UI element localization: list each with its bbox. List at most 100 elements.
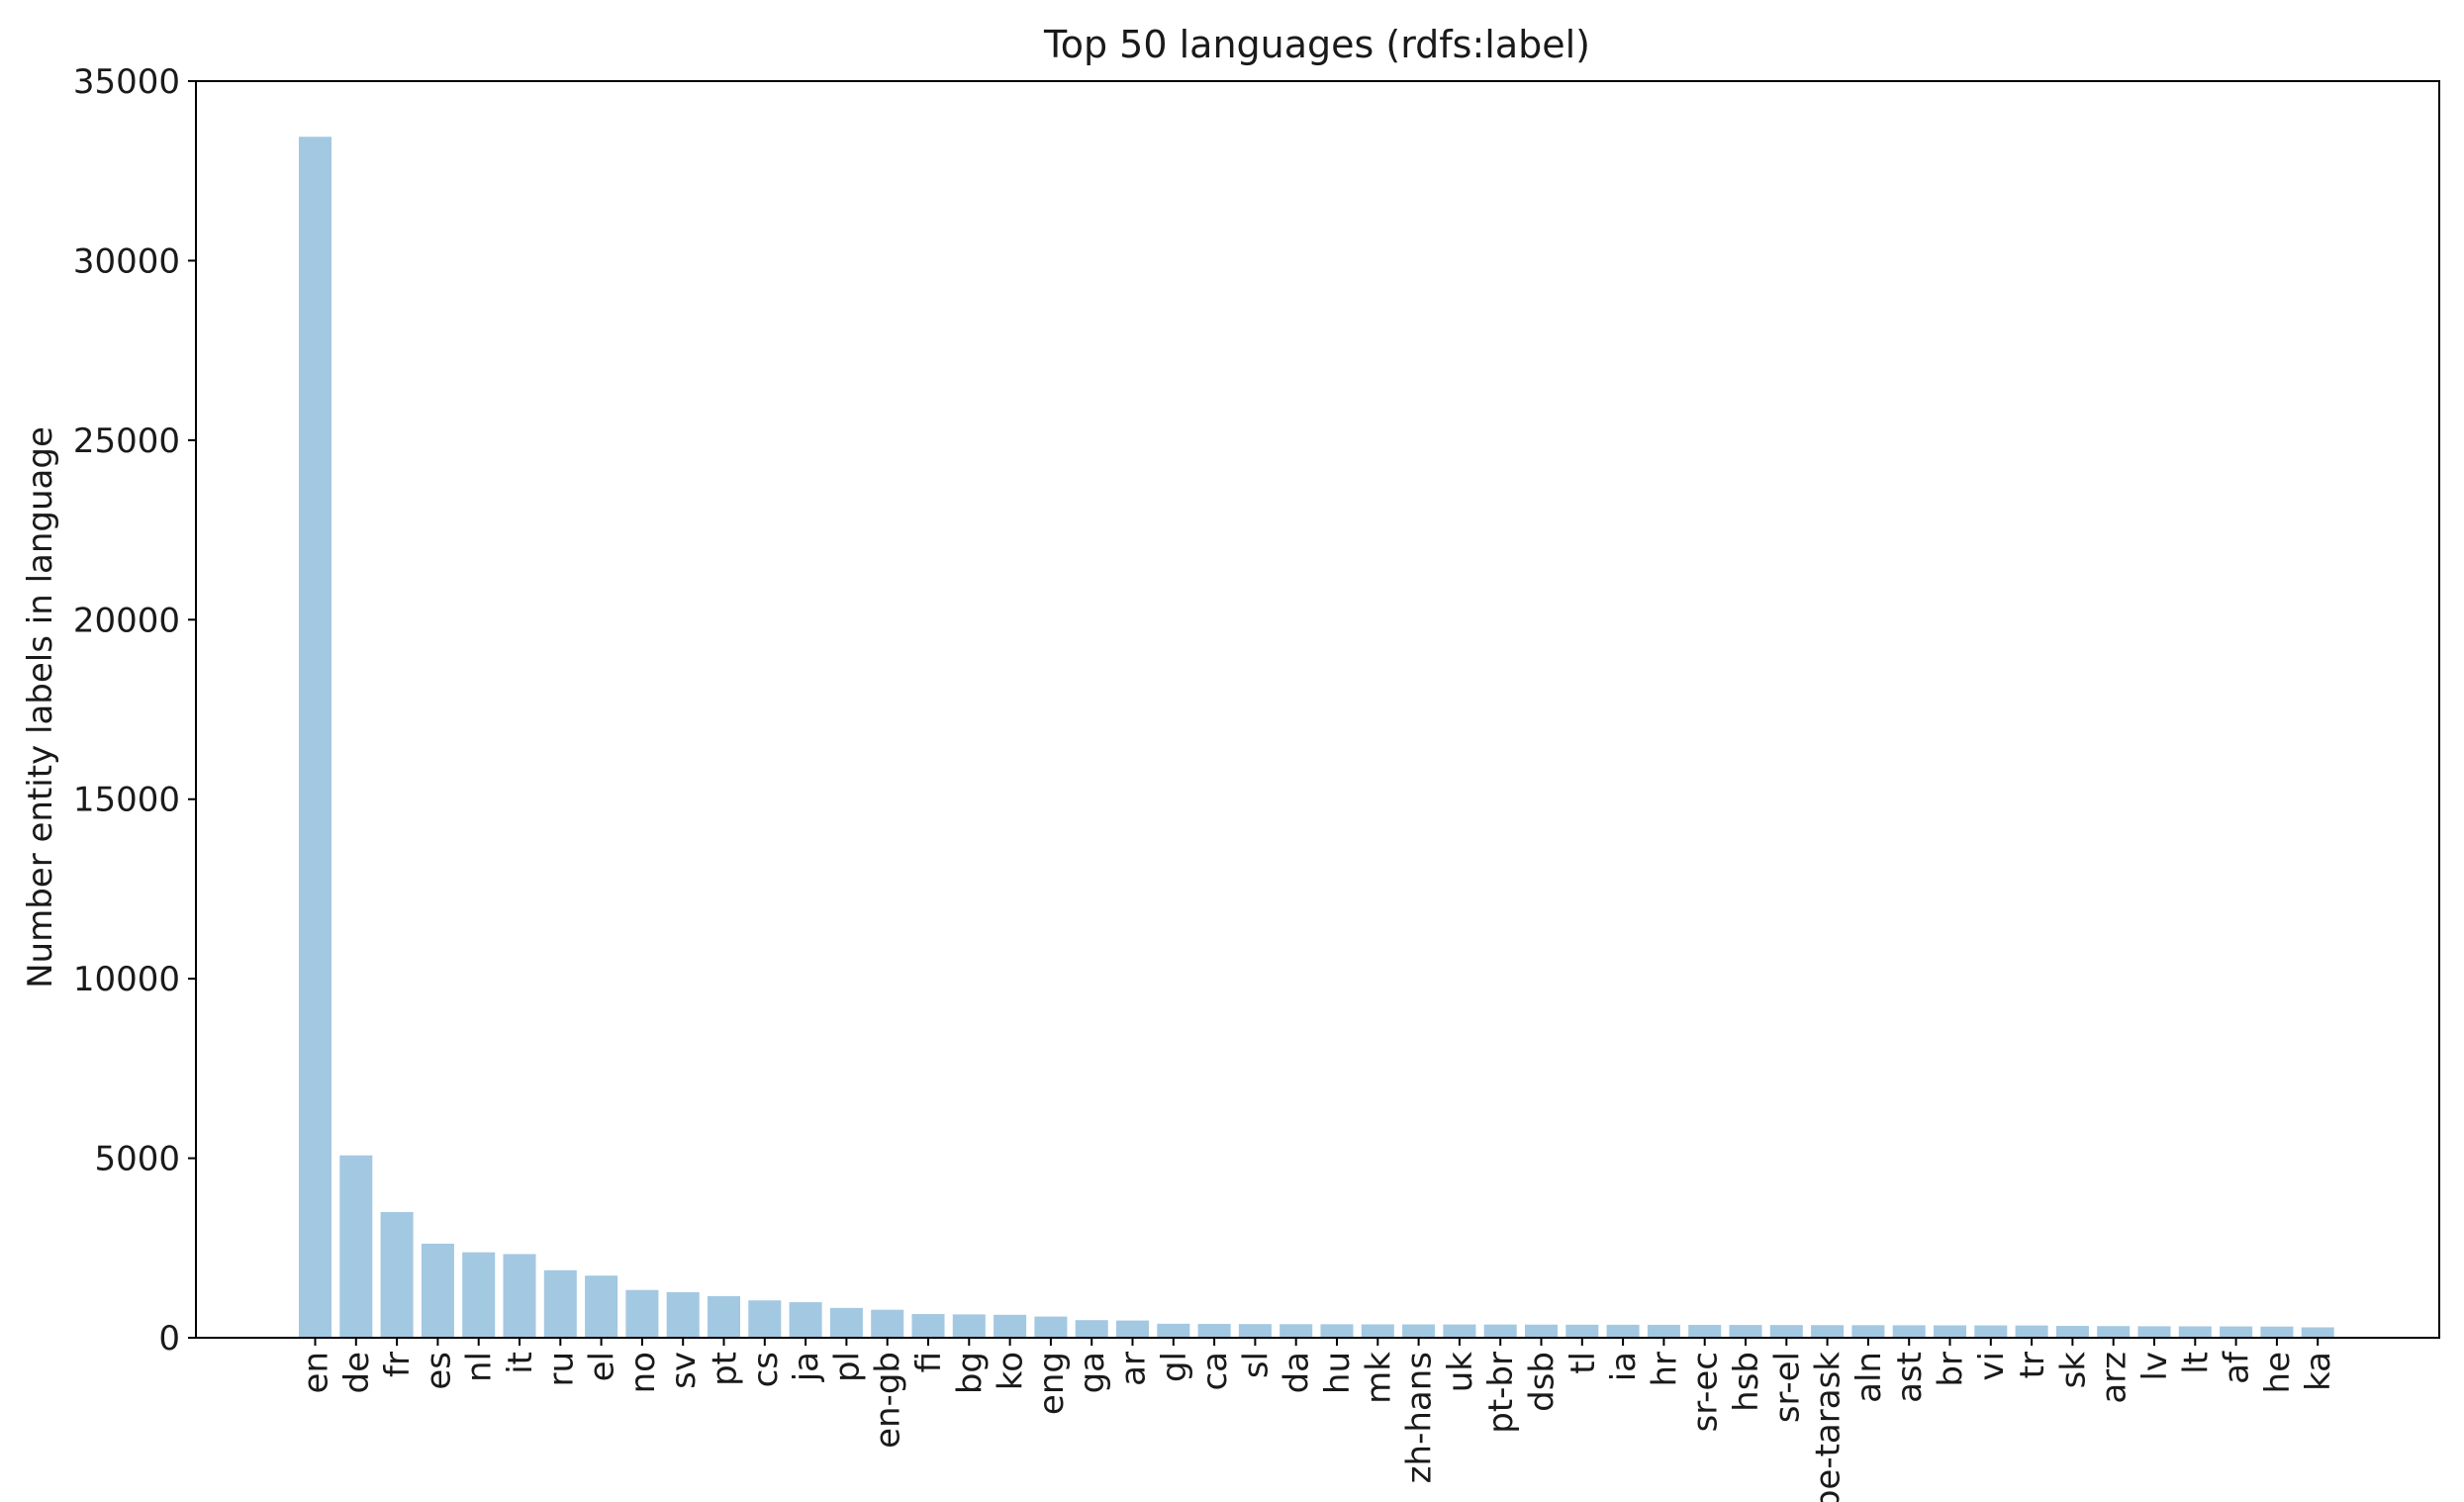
y-tick-label: 0	[158, 1319, 180, 1359]
bar-sk	[2055, 1326, 2089, 1338]
bar-ka	[2301, 1327, 2334, 1338]
x-tick-label: it	[501, 1352, 540, 1374]
x-tick-label: af	[2218, 1351, 2257, 1384]
y-axis-label: Number entity labels in language	[21, 426, 60, 988]
x-tick-label: bg	[950, 1352, 990, 1394]
bar-ko	[994, 1314, 1027, 1338]
bar-he	[2260, 1326, 2294, 1338]
x-tick-label: fi	[909, 1352, 949, 1372]
x-tick-label: br	[1932, 1352, 1971, 1387]
bar-pl	[829, 1307, 863, 1338]
x-tick-label: uk	[1441, 1352, 1480, 1393]
x-tick-label: ja	[787, 1352, 826, 1382]
x-tick-label: he	[2258, 1352, 2298, 1393]
x-tick-label: es	[419, 1352, 458, 1390]
bar-pt-br	[1483, 1324, 1517, 1338]
x-tick-label: ru	[541, 1352, 581, 1387]
bar-dsb	[1524, 1324, 1559, 1338]
bar-nl	[462, 1252, 496, 1338]
x-tick-label: pt	[706, 1352, 745, 1386]
x-tick-label: cs	[746, 1352, 786, 1387]
x-tick-label: pt-br	[1481, 1352, 1521, 1434]
plot-area-frame	[195, 80, 2440, 1339]
bar-sr-ec	[1688, 1325, 1722, 1338]
bar-fi	[911, 1314, 945, 1338]
y-axis-ticks: 0 5000 10000 15000 20000 25000 30000 35000	[73, 62, 196, 1359]
bar-en-gb	[871, 1309, 904, 1338]
bar-ca	[1197, 1324, 1231, 1338]
y-tick-label: 30000	[73, 241, 180, 281]
bar-aln	[1851, 1325, 1885, 1338]
x-tick-label: sr-el	[1767, 1352, 1807, 1423]
x-tick-label: ast	[1890, 1352, 1930, 1403]
bar-ar	[1115, 1320, 1150, 1338]
x-tick-label: da	[1278, 1352, 1317, 1393]
bar-arz	[2097, 1326, 2131, 1338]
x-tick-label: gl	[1155, 1352, 1194, 1382]
x-tick-label: nl	[460, 1352, 500, 1382]
y-tick-label: 25000	[73, 422, 180, 461]
x-tick-label: lv	[2135, 1352, 2175, 1381]
bar-vi	[1974, 1325, 2008, 1338]
x-tick-label: de	[337, 1352, 377, 1394]
bar-el	[585, 1275, 618, 1338]
x-tick-label: arz	[2095, 1352, 2134, 1404]
x-tick-label: dsb	[1523, 1352, 1563, 1412]
x-tick-label: ia	[1604, 1352, 1644, 1381]
bar-hu	[1320, 1324, 1354, 1338]
bars-group	[298, 137, 2334, 1339]
x-tick-label: aln	[1849, 1352, 1889, 1403]
x-tick-label: ko	[992, 1352, 1031, 1390]
bar-tl	[1565, 1324, 1599, 1338]
bar-mk	[1361, 1324, 1394, 1338]
bar-lv	[2137, 1326, 2171, 1338]
x-tick-label: zh-hans	[1400, 1352, 1440, 1483]
bar-ia	[1606, 1324, 1640, 1338]
x-tick-label: tr	[2013, 1352, 2052, 1378]
x-tick-label: en-gb	[869, 1352, 908, 1449]
x-tick-label: be-tarask	[1809, 1352, 1848, 1502]
bar-ru	[543, 1269, 577, 1338]
y-tick-label: 20000	[73, 601, 180, 640]
x-tick-label: no	[623, 1352, 663, 1393]
x-tick-label: ar	[1114, 1352, 1154, 1386]
x-tick-label: hu	[1318, 1352, 1358, 1394]
x-tick-label: sv	[664, 1352, 704, 1389]
x-tick-label: sl	[1236, 1352, 1276, 1378]
bar-no	[625, 1289, 659, 1338]
bar-af	[2220, 1326, 2253, 1338]
bar-sv	[666, 1291, 700, 1338]
y-tick-label: 10000	[73, 960, 180, 999]
y-tick-label: 15000	[73, 781, 180, 820]
bar-zh-hans	[1402, 1324, 1436, 1338]
x-tick-label: el	[583, 1352, 622, 1381]
bar-be-tarask	[1811, 1325, 1845, 1338]
bar-pt	[707, 1295, 741, 1338]
bar-it	[503, 1254, 536, 1338]
bar-da	[1279, 1324, 1313, 1338]
bar-uk	[1443, 1324, 1476, 1338]
y-tick-label: 35000	[73, 62, 180, 102]
bar-hsb	[1729, 1325, 1762, 1338]
x-tick-label: ca	[1195, 1352, 1235, 1391]
x-tick-label: fr	[378, 1352, 418, 1377]
bar-hr	[1647, 1324, 1680, 1338]
bar-tr	[2015, 1325, 2048, 1338]
x-tick-label: ka	[2299, 1352, 2338, 1391]
x-axis-ticks: en de fr es nl it ru el no sv pt cs ja pl en-gb fi bg ko e…	[297, 1338, 2338, 1502]
bar-gl	[1157, 1323, 1190, 1338]
x-tick-label: en	[297, 1352, 336, 1393]
bar-br	[1933, 1325, 1967, 1338]
chart-title: Top 50 languages (rdfs:label)	[1043, 23, 1590, 66]
bar-es	[421, 1243, 454, 1338]
x-tick-label: sr-ec	[1686, 1352, 1726, 1432]
bar-fr	[380, 1212, 414, 1338]
bar-eng	[1034, 1316, 1068, 1338]
x-tick-label: tl	[1564, 1352, 1603, 1374]
x-tick-label: ga	[1073, 1352, 1112, 1393]
x-tick-label: hr	[1645, 1352, 1684, 1387]
x-tick-label: mk	[1359, 1352, 1398, 1404]
bar-en	[298, 137, 332, 1339]
x-tick-label: pl	[827, 1352, 867, 1382]
